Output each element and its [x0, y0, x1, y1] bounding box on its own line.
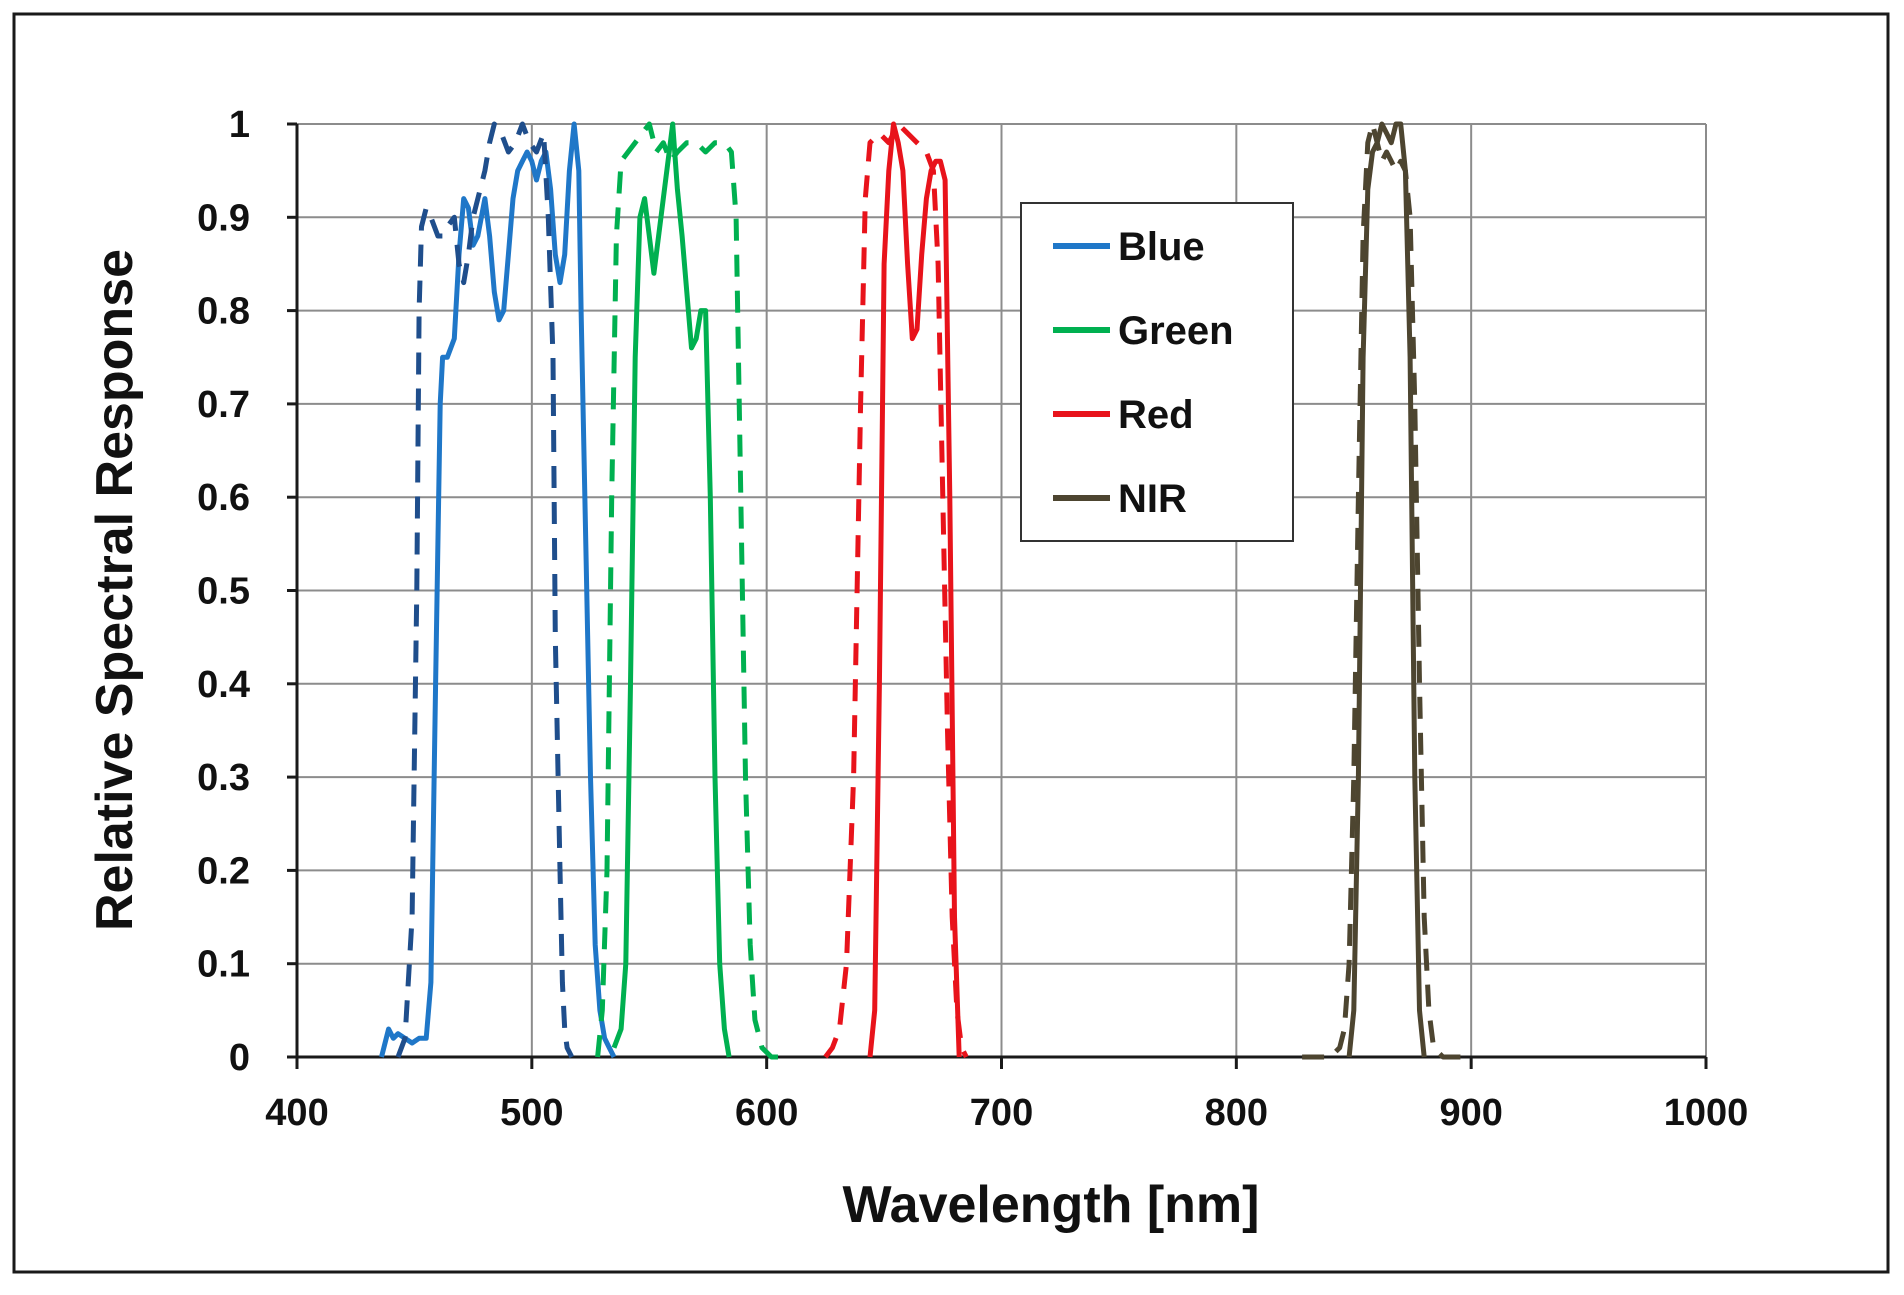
x-tick-label: 700	[970, 1092, 1033, 1134]
y-tick-label: 0.9	[197, 197, 250, 239]
axes	[287, 122, 1708, 1069]
x-tick-label: 1000	[1664, 1092, 1749, 1134]
x-tick-label: 800	[1205, 1092, 1268, 1134]
y-tick-label: 0.8	[197, 291, 250, 333]
y-tick-label: 0.6	[197, 477, 250, 519]
legend-label-nir: NIR	[1118, 477, 1187, 521]
series-green	[611, 121, 732, 1058]
tick-labels: 0 0.1 0.2 0.3 0.4 0.5 0.6 0.7 0.8 0.9 1 400 500 600 70…	[197, 104, 1748, 1134]
x-tick-label: 900	[1439, 1092, 1502, 1134]
y-tick-label: 0.1	[197, 944, 250, 986]
y-tick-label: 0.2	[197, 850, 250, 892]
x-tick-label: 500	[500, 1092, 563, 1134]
legend: Blue Green Red NIR	[1020, 202, 1294, 542]
legend-box	[1020, 202, 1294, 542]
series-blue-dashed	[395, 121, 575, 1059]
y-tick-label: 0.3	[197, 757, 250, 799]
series-red-dashed	[823, 121, 969, 1059]
gridlines	[296, 123, 1707, 1058]
x-tick-label: 600	[735, 1092, 798, 1134]
legend-label-red: Red	[1118, 393, 1194, 437]
x-tick-label: 400	[265, 1092, 328, 1134]
y-tick-label: 0.7	[197, 384, 250, 426]
series-nir	[1346, 121, 1427, 1058]
series-red	[867, 121, 962, 1058]
series-green-dashed	[595, 121, 786, 1060]
x-axis-title: Wavelength [nm]	[843, 1176, 1260, 1234]
y-tick-label: 0	[229, 1037, 250, 1079]
y-axis-title: Relative Spectral Response	[86, 249, 144, 931]
legend-label-green: Green	[1118, 309, 1234, 353]
legend-label-blue: Blue	[1118, 225, 1205, 269]
y-tick-label: 0.5	[197, 571, 250, 613]
y-tick-label: 1	[229, 104, 250, 146]
y-tick-label: 0.4	[197, 664, 250, 706]
series-nir-dashed	[1302, 121, 1472, 1060]
series-blue	[379, 121, 617, 1059]
series-lines	[379, 121, 1472, 1060]
